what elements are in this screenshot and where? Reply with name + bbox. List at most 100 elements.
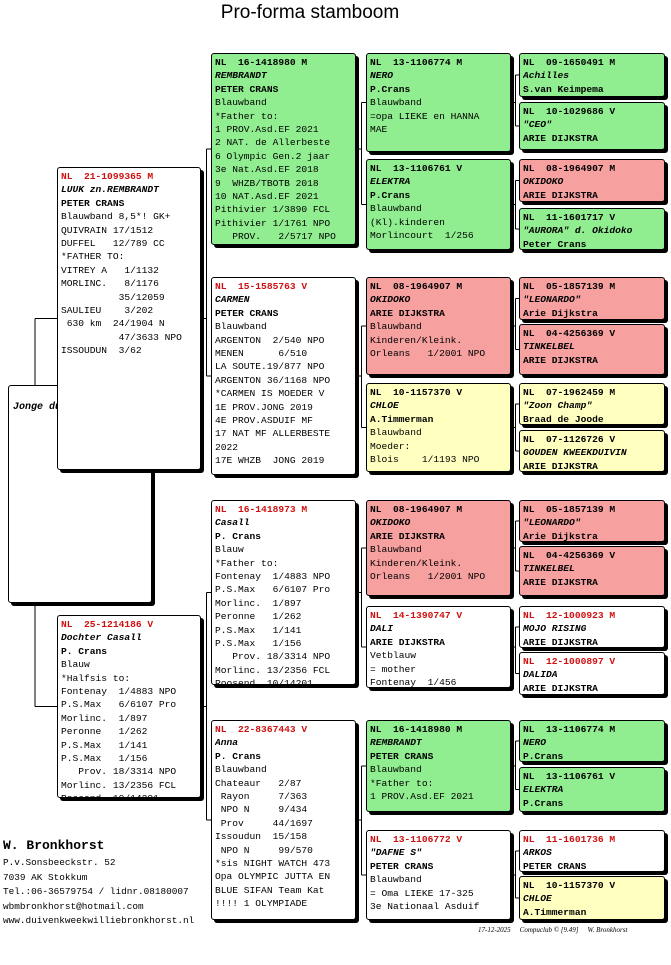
pigeon-name: GOUDEN KWEEKDUIVIN <box>523 447 627 459</box>
result-line: Blauwband <box>215 321 267 333</box>
ring-number: NL 22-8367443 V <box>215 724 308 735</box>
result-line: (Kl).kinderen <box>370 216 445 228</box>
result-line: ARGENTON 36/1168 NPO <box>215 374 331 386</box>
result-line: Orleans 1/2001 NPO <box>370 571 486 583</box>
ring-number: NL 08-1964907 M <box>523 163 616 174</box>
result-line: 9 WHZB/TBOTB 2018 <box>215 177 319 189</box>
result-line: 17 NAT MF ALLERBESTE <box>215 428 331 440</box>
pedigree-card: NL 07-1126726 V GOUDEN KWEEKDUIVIN ARIE DI… <box>519 430 665 472</box>
ring-number: NL 10-1157370 V <box>523 880 616 891</box>
result-line: = mother <box>370 663 417 675</box>
result-line: 1 PROV.Asd.EF 2021 <box>370 791 474 803</box>
pedigree-card: NL 05-1857139 M "LEONARDO" Arie Dijkstra <box>519 500 665 542</box>
breeder: ARIE DIJKSTRA <box>523 460 598 472</box>
breeder: PETER CRANS <box>370 750 434 762</box>
result-line: MORLINC. 8/1176 <box>61 278 159 290</box>
owner-name: W. Bronkhorst <box>3 838 105 853</box>
result-line: ISSOUDUN 3/62 <box>61 345 142 357</box>
pigeon-name: CHLOE <box>523 893 552 905</box>
pigeon-name: ARKOS <box>523 847 552 859</box>
result-line: =opa LIEKE en HANNA <box>370 110 480 122</box>
breeder: Arie Dijkstra <box>523 530 598 542</box>
owner-line: P.v.Sonsbeeckstr. 52 <box>3 857 116 868</box>
result-line: ARGENTON 2/540 NPO <box>215 334 325 346</box>
result-line: Blauwband <box>370 544 422 556</box>
ring-number: NL 10-1029686 V <box>523 106 616 117</box>
result-line: Peronne 1/262 <box>61 726 148 738</box>
pigeon-name: DALI <box>370 623 394 635</box>
result-line: BLUE SIFAN Team Kat <box>215 884 325 896</box>
result-line: Roosend. 10/14201 <box>215 678 313 685</box>
result-line: Peronne 1/262 <box>215 611 302 623</box>
breeder: ARIE DIJKSTRA <box>370 636 445 648</box>
subject-label: Jonge duif <box>13 402 74 413</box>
result-line: P.S.Max 6/6107 Pro <box>61 699 177 711</box>
pedigree-card: NL 08-1964907 M OKIDOKO ARIE DIJKSTRA Blauw… <box>366 277 511 375</box>
breeder: ARIE DIJKSTRA <box>523 354 598 366</box>
pedigree-card: NL 12-1000923 M MOJO RISING ARIE DIJKSTRA <box>519 606 665 648</box>
pedigree-card: NL 10-1157370 V CHLOE A.Timmerman Blauwband… <box>366 383 511 472</box>
ring-number: NL 08-1964907 M <box>370 504 463 515</box>
result-line: Kinderen/Kleink. <box>370 334 463 346</box>
pedigree-card: NL 08-1964907 M OKIDOKO ARIE DIJKSTRA <box>519 159 665 202</box>
pigeon-name: "AURORA" d. Okidoko <box>523 225 633 237</box>
pedigree-card: NL 11-1601736 M ARKOS PETER CRANS <box>519 830 665 872</box>
result-line: DUFFEL 12/789 CC <box>61 238 165 250</box>
pedigree-card: NL 14-1390747 V DALI ARIE DIJKSTRA Vetblauw… <box>366 606 511 688</box>
pigeon-name: REMBRANDT <box>215 70 267 82</box>
ring-number: NL 11-1601717 V <box>523 212 616 223</box>
result-line: MENEN 6/510 <box>215 348 308 360</box>
result-line: Prov 44/1697 <box>215 817 313 829</box>
pigeon-name: OKIDOKO <box>523 176 564 188</box>
breeder: A.Timmerman <box>523 906 587 918</box>
result-line: 1 PROV.Asd.EF 2021 <box>215 124 319 136</box>
ring-number: NL 13-1106774 M <box>523 724 616 735</box>
pigeon-name: NERO <box>370 70 394 82</box>
result-line: Issoudun 15/158 <box>215 831 308 843</box>
result-line: Morlinc. 1/897 <box>215 597 302 609</box>
result-line: *sis NIGHT WATCH 473 <box>215 858 331 870</box>
result-line: Opa OLYMPIC JUTTA EN <box>215 871 331 883</box>
pigeon-name: "LEONARDO" <box>523 294 581 306</box>
result-line: VITREY A 1/1132 <box>61 264 159 276</box>
pedigree-card: NL 13-1106774 M NERO P.Crans <box>519 720 665 762</box>
result-line: Blauwband 8,5*! GK+ <box>61 211 171 223</box>
result-line: *Father to: <box>215 110 279 122</box>
result-line: MAE <box>370 124 388 136</box>
result-line: Fontenay 1/4883 NPO <box>61 686 177 698</box>
ring-number: NL 08-1964907 M <box>370 281 463 292</box>
breeder: Braad de Joode <box>523 413 604 425</box>
ring-number: NL 14-1390747 V <box>370 610 463 621</box>
result-line: PROV. 2/5717 NPO <box>215 231 336 243</box>
result-line: QUIVRAIN 17/1512 <box>61 224 154 236</box>
pedigree-card: NL 13-1106761 V ELEKTRA P.Crans <box>519 767 665 812</box>
result-line: 630 km 24/1904 N <box>61 318 165 330</box>
result-line: Fontenay 1/456 <box>370 677 457 688</box>
result-line: Kinderen/Kleink. <box>370 557 463 569</box>
pedigree-card: NL 13-1106761 V ELEKTRA P.Crans Blauwband (K… <box>366 159 511 250</box>
result-line: Vetblauw <box>370 650 417 662</box>
title: Pro-forma stamboom <box>220 2 400 23</box>
pigeon-name: TINKELBEL <box>523 341 575 353</box>
pigeon-name: OKIDOKO <box>370 294 411 306</box>
pigeon-name: REMBRANDT <box>370 737 422 749</box>
ring-number: NL 10-1157370 V <box>370 387 463 398</box>
breeder: P.Crans <box>523 797 564 809</box>
breeder: ARIE DIJKSTRA <box>523 636 598 648</box>
pigeon-name: OKIDOKO <box>370 517 411 529</box>
pigeon-name: TINKELBEL <box>523 563 575 575</box>
breeder: P. Crans <box>215 530 262 542</box>
breeder: ARIE DIJKSTRA <box>523 576 598 588</box>
pigeon-name: "LEONARDO" <box>523 517 581 529</box>
result-line: P.S.Max 1/156 <box>215 638 302 650</box>
result-line: Blauwband <box>215 764 267 776</box>
pigeon-name: ELEKTRA <box>370 176 411 188</box>
result-line: 3e Nat.Asd.EF 2018 <box>215 164 319 176</box>
ring-number: NL 07-1126726 V <box>523 434 616 445</box>
breeder: P.Crans <box>523 750 564 762</box>
pigeon-name: "DAFNE S" <box>370 847 422 859</box>
ring-number: NL 11-1601736 M <box>523 834 616 845</box>
result-line: 2 NAT. de Allerbeste <box>215 137 331 149</box>
result-line: Morlinc. 13/2356 FCL <box>61 779 177 791</box>
